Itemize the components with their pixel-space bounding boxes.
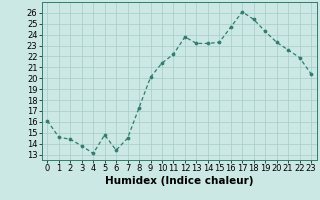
X-axis label: Humidex (Indice chaleur): Humidex (Indice chaleur) (105, 176, 253, 186)
